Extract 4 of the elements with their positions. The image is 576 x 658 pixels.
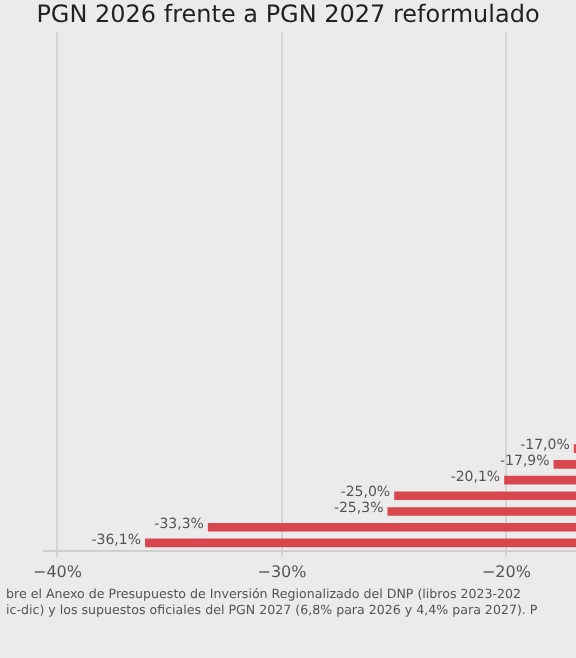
x-tick-label: −40% (32, 562, 83, 581)
chart-title: PGN 2026 frente a PGN 2027 reformulado (34, 0, 542, 32)
x-tick-label: −30% (257, 562, 308, 581)
x-tick-label: −20% (481, 562, 532, 581)
